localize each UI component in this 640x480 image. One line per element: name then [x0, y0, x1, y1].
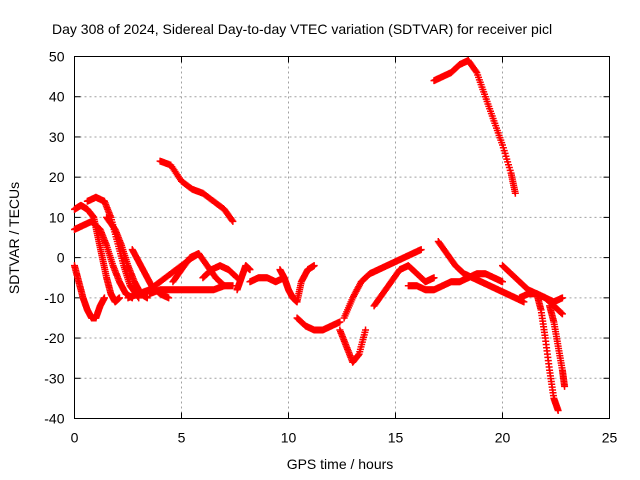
data-point-marker	[520, 298, 528, 306]
data-point-marker	[100, 294, 108, 302]
y-tick-label: 50	[49, 49, 65, 65]
data-point-marker	[558, 310, 566, 318]
y-axis-label: SDTVAR / TECUs	[6, 182, 22, 294]
data-point-marker	[417, 246, 425, 254]
y-tick-label: 40	[49, 89, 65, 105]
grid-layer	[74, 56, 610, 419]
y-tick-label: -30	[44, 370, 64, 386]
data-point-marker	[558, 309, 566, 317]
data-point-marker	[561, 382, 569, 390]
data-point-marker	[220, 282, 228, 290]
x-tick-label: 20	[495, 430, 511, 446]
data-point-marker	[362, 326, 370, 334]
series-arc-20	[434, 238, 528, 306]
data-point-marker	[336, 318, 344, 326]
series-arc-11	[233, 262, 254, 294]
series-arc-21	[430, 57, 519, 197]
series-arc-10	[199, 262, 241, 282]
y-tick-label: 10	[49, 209, 65, 225]
series-arc-24	[546, 302, 569, 390]
series-arc-9	[169, 250, 228, 290]
data-point-marker	[558, 294, 566, 302]
series-arc-16	[336, 326, 370, 366]
y-tick-label: 30	[49, 129, 65, 145]
y-tick-label: -40	[44, 411, 64, 427]
data-point-marker	[511, 189, 519, 197]
series-arc-1	[71, 262, 108, 322]
chart-title: Day 308 of 2024, Sidereal Day-to-day VTE…	[52, 21, 552, 37]
x-tick-label: 10	[281, 430, 297, 446]
x-tick-label: 15	[388, 430, 404, 446]
series-arc-22	[499, 262, 566, 318]
plot-frame	[74, 56, 610, 419]
series-arc-19	[404, 270, 506, 294]
y-tick-label: -10	[44, 290, 64, 306]
series-arc-5	[103, 213, 151, 302]
data-point-marker	[246, 266, 254, 274]
x-tick-label: 5	[178, 430, 186, 446]
series-arc-3	[71, 217, 136, 302]
series-arc-15	[293, 314, 344, 334]
data-point-marker	[499, 278, 506, 286]
data-point-marker	[229, 217, 237, 225]
x-axis-label: GPS time / hours	[287, 456, 394, 472]
data-point-marker	[143, 294, 151, 302]
series-arc-12	[156, 157, 237, 225]
x-tick-label: 25	[602, 430, 618, 446]
data-point-marker	[430, 274, 438, 282]
x-tick-label: 0	[71, 430, 79, 446]
series-arc-25	[516, 290, 566, 306]
y-tick-label: 20	[49, 169, 65, 185]
data-point-marker	[219, 281, 227, 289]
y-tick-label: -20	[44, 330, 64, 346]
data-layer	[71, 57, 569, 414]
series-arc-18	[370, 262, 438, 310]
data-point-marker	[115, 294, 123, 302]
tick-layer: 0 5 10 15 20 25 -40 -30 -20 -10 0 10 20 30 40 50	[44, 49, 617, 446]
data-point-marker	[228, 216, 236, 224]
data-point-marker	[472, 67, 480, 75]
data-point-marker	[310, 262, 318, 270]
data-point-marker	[554, 406, 562, 414]
series-arc-14	[276, 262, 318, 306]
series-arc-17	[340, 246, 425, 322]
series-arc-13	[246, 274, 288, 286]
data-point-marker	[165, 294, 173, 302]
y-tick-label: 0	[57, 250, 65, 266]
